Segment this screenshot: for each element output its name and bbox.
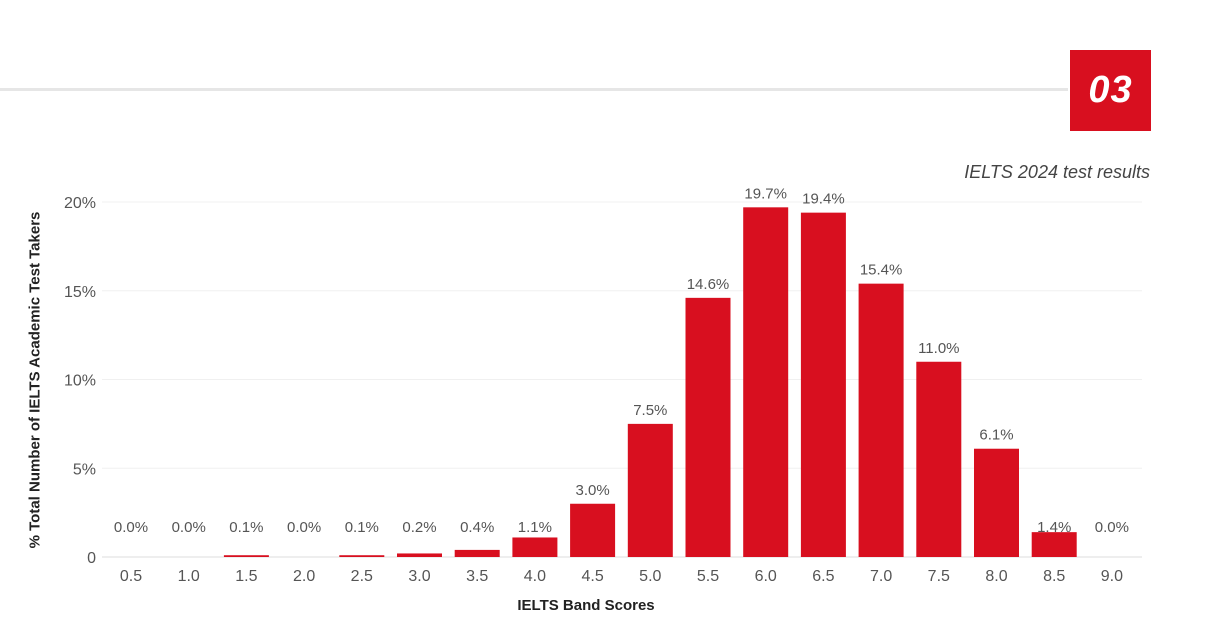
x-tick-label: 7.0 xyxy=(870,568,892,585)
label-layer: 0 5% 10% 15% 20% 0.5 0.0% 1.0 0.0% 1.5 0.1% 2.0 0.0%… xyxy=(64,185,1129,585)
x-tick-label: 6.5 xyxy=(812,568,834,585)
x-tick-label: 2.0 xyxy=(293,568,315,585)
x-tick-label: 5.5 xyxy=(697,568,719,585)
y-tick-label: 5% xyxy=(73,461,96,478)
x-tick-label: 0.5 xyxy=(120,568,142,585)
y-tick-label: 20% xyxy=(64,195,96,212)
bar xyxy=(858,283,904,557)
bar xyxy=(223,555,269,557)
section-number-badge: 03 xyxy=(1070,50,1151,131)
data-label: 1.4% xyxy=(1037,519,1071,536)
y-tick-label: 15% xyxy=(64,284,96,301)
data-label: 7.5% xyxy=(633,402,667,419)
x-tick-label: 9.0 xyxy=(1101,568,1123,585)
x-tick-label: 7.5 xyxy=(928,568,950,585)
data-label: 19.4% xyxy=(802,191,845,208)
x-tick-label: 6.0 xyxy=(755,568,777,585)
bar xyxy=(685,297,731,557)
data-label: 0.0% xyxy=(172,519,206,536)
data-label: 6.1% xyxy=(979,427,1013,444)
x-tick-label: 3.5 xyxy=(466,568,488,585)
data-label: 0.1% xyxy=(229,519,263,536)
bar xyxy=(512,537,558,557)
data-label: 0.4% xyxy=(460,519,494,536)
bar xyxy=(339,555,385,557)
x-axis-title: IELTS Band Scores xyxy=(517,597,655,614)
data-label: 3.0% xyxy=(575,482,609,499)
bar-layer xyxy=(223,207,1077,557)
data-label: 14.6% xyxy=(687,276,730,293)
x-tick-label: 1.0 xyxy=(178,568,200,585)
data-label: 0.0% xyxy=(114,519,148,536)
x-tick-label: 4.0 xyxy=(524,568,546,585)
data-label: 19.7% xyxy=(744,185,787,202)
x-tick-label: 8.0 xyxy=(985,568,1007,585)
data-label: 11.0% xyxy=(918,340,959,357)
bar xyxy=(743,207,789,557)
top-divider xyxy=(0,88,1068,91)
x-tick-label: 4.5 xyxy=(581,568,603,585)
bar xyxy=(627,423,673,557)
bar xyxy=(916,361,962,557)
data-label: 1.1% xyxy=(518,519,552,536)
y-tick-label: 10% xyxy=(64,373,96,390)
data-label: 0.2% xyxy=(402,519,436,536)
bar xyxy=(397,553,442,557)
x-tick-label: 2.5 xyxy=(351,568,373,585)
y-tick-label: 0 xyxy=(87,550,96,567)
data-label: 15.4% xyxy=(860,262,903,279)
grid-layer xyxy=(102,201,1142,558)
bar xyxy=(1031,532,1077,557)
x-tick-label: 3.0 xyxy=(408,568,430,585)
bar xyxy=(570,503,616,557)
bar xyxy=(454,549,500,557)
x-tick-label: 5.0 xyxy=(639,568,661,585)
chart-subtitle: IELTS 2024 test results xyxy=(964,162,1150,182)
section-number: 03 xyxy=(1088,69,1133,111)
data-label: 0.0% xyxy=(1095,519,1129,536)
bar xyxy=(800,212,846,557)
data-label: 0.1% xyxy=(345,519,379,536)
x-tick-label: 1.5 xyxy=(235,568,257,585)
bar xyxy=(974,448,1019,557)
data-label: 0.0% xyxy=(287,519,321,536)
x-tick-label: 8.5 xyxy=(1043,568,1065,585)
